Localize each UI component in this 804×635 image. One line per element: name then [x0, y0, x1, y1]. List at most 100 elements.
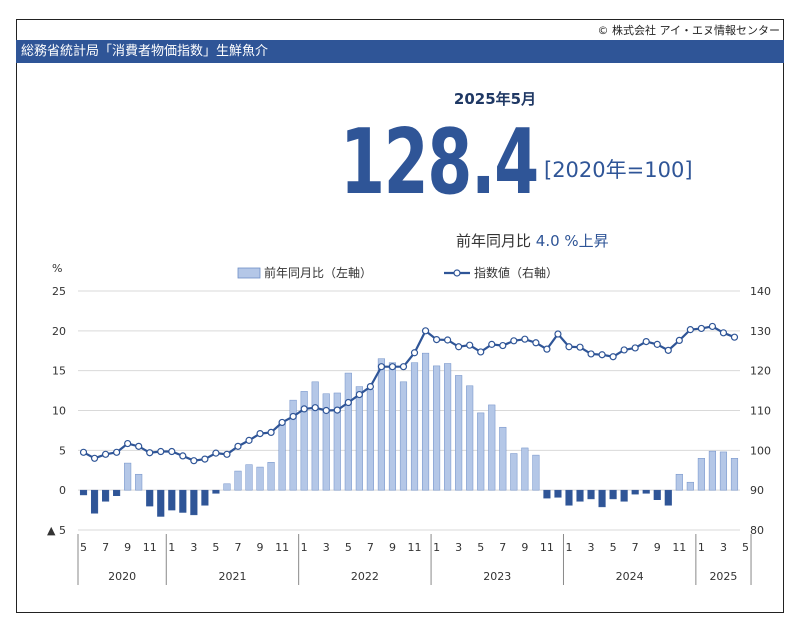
right-tick-label: 90 [750, 484, 764, 497]
left-tick-label: 5 [59, 444, 66, 457]
legend-bar-swatch [237, 267, 261, 279]
month-tick-label: 11 [275, 541, 289, 554]
month-tick-label: 11 [408, 541, 422, 554]
chart-title-bar: 総務省統計局「消費者物価指数」生鮮魚介 [16, 40, 784, 63]
yoy-bar [708, 450, 716, 491]
yoy-bar [267, 462, 275, 491]
month-tick-label: 7 [234, 541, 241, 554]
yoy-bar [366, 389, 374, 491]
yoy-bar [631, 489, 639, 495]
index-point [399, 363, 408, 371]
index-point [499, 341, 507, 350]
yoy-bar [157, 489, 165, 517]
index-point [466, 341, 474, 349]
yoy-bar [190, 489, 198, 516]
legend: 前年同月比（左軸） 指数値（右軸） [237, 265, 558, 280]
index-point [212, 449, 220, 457]
index-point [587, 350, 595, 358]
index-point [201, 455, 209, 463]
yoy-bar [146, 489, 154, 507]
month-tick-label: 5 [477, 541, 484, 554]
index-point [410, 349, 419, 357]
month-tick-label: 1 [433, 541, 440, 554]
month-tick-label: 7 [102, 541, 109, 554]
index-point [532, 339, 540, 347]
yoy-bar [488, 404, 496, 491]
yoy-value: 4.0 %上昇 [535, 232, 609, 250]
yoy-bar [344, 372, 352, 491]
index-point [124, 439, 132, 448]
yoy-bar [642, 489, 650, 494]
index-point [565, 343, 573, 351]
index-point [267, 428, 275, 437]
right-tick-label: 100 [750, 444, 771, 457]
yoy-bar [179, 489, 187, 513]
yoy-bar [355, 386, 363, 491]
index-point [477, 348, 485, 356]
left-tick-label: 15 [52, 365, 66, 378]
right-tick-label: 120 [750, 365, 771, 378]
index-point [113, 448, 121, 456]
yoy-bar [421, 352, 430, 491]
index-point [598, 351, 606, 359]
right-tick-label: 80 [750, 524, 764, 537]
month-tick-label: 7 [367, 541, 374, 554]
year-label: 2024 [616, 570, 644, 583]
index-point [686, 326, 694, 334]
yoy-bar [124, 462, 132, 491]
index-point [344, 398, 352, 407]
bar-series [79, 352, 739, 517]
yoy-bar [543, 489, 551, 499]
index-point [421, 327, 430, 335]
yoy-bar [620, 489, 628, 502]
gridlines [78, 290, 740, 531]
left-unit-label: % [52, 262, 62, 275]
yoy-bar [234, 470, 242, 491]
index-point [90, 454, 99, 462]
left-tick-label: 0 [59, 484, 66, 497]
index-point [168, 447, 176, 456]
index-point [642, 337, 650, 346]
index-point [664, 346, 672, 354]
yoy-summary: 前年同月比 4.0 %上昇 [456, 230, 609, 251]
index-point [609, 353, 617, 361]
month-tick-label: 5 [345, 541, 352, 554]
left-axis: 25 20 15 10 5 0 ▲ 5% [47, 262, 66, 537]
yoy-bar [521, 447, 529, 491]
yoy-bar [719, 451, 728, 491]
month-tick-label: 9 [257, 541, 264, 554]
index-point [311, 404, 319, 412]
yoy-bar [532, 454, 540, 491]
index-point [377, 363, 386, 371]
index-point [135, 442, 143, 450]
right-tick-label: 130 [750, 325, 771, 338]
yoy-bar [433, 365, 441, 491]
month-tick-label: 1 [301, 541, 308, 554]
month-tick-label: 3 [323, 541, 330, 554]
index-point [234, 442, 242, 450]
index-point [333, 406, 341, 414]
index-point [631, 344, 639, 352]
index-point [146, 449, 154, 457]
legend-line-label: 指数値（右軸） [474, 265, 558, 280]
yoy-bar [135, 473, 143, 491]
index-point [289, 412, 297, 421]
index-point [653, 340, 661, 348]
month-tick-label: 1 [565, 541, 572, 554]
month-tick-label: 3 [588, 541, 595, 554]
year-label: 2025 [709, 570, 737, 583]
index-point [388, 363, 397, 371]
yoy-bar [322, 393, 330, 491]
yoy-bar [333, 392, 341, 491]
yoy-bar [609, 489, 617, 500]
index-point [355, 390, 363, 399]
right-tick-label: 110 [750, 405, 771, 418]
legend-bar-label: 前年同月比（左軸） [264, 265, 372, 280]
month-tick-label: 5 [80, 541, 87, 554]
yoy-bar [697, 458, 705, 491]
yoy-bar [201, 489, 209, 506]
left-tick-label: 25 [52, 285, 66, 298]
month-tick-label: 5 [742, 541, 749, 554]
yoy-bar [168, 489, 176, 511]
year-label: 2020 [108, 570, 136, 583]
